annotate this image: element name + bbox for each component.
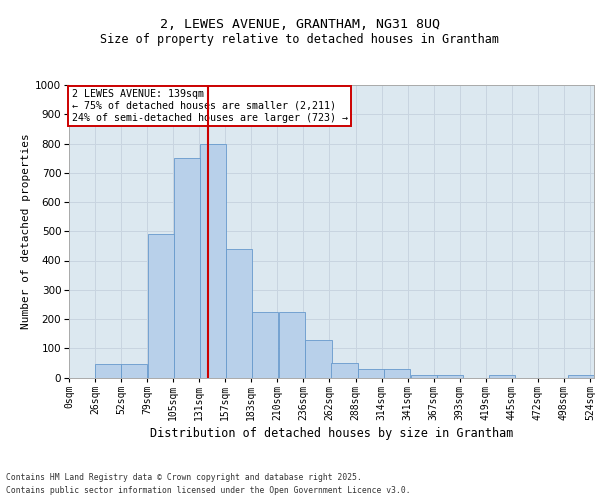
Bar	[383, 370, 410, 378]
Text: Size of property relative to detached houses in Grantham: Size of property relative to detached ho…	[101, 32, 499, 46]
Bar	[331, 363, 358, 378]
Bar	[489, 375, 515, 378]
Bar	[410, 374, 437, 378]
Bar	[358, 370, 383, 378]
Text: 2, LEWES AVENUE, GRANTHAM, NG31 8UQ: 2, LEWES AVENUE, GRANTHAM, NG31 8UQ	[160, 18, 440, 30]
Bar	[437, 374, 463, 378]
X-axis label: Distribution of detached houses by size in Grantham: Distribution of detached houses by size …	[150, 426, 513, 440]
Bar	[121, 364, 147, 378]
Bar	[95, 364, 121, 378]
Bar	[280, 312, 305, 378]
Bar	[305, 340, 331, 378]
Y-axis label: Number of detached properties: Number of detached properties	[21, 134, 31, 329]
Bar	[226, 249, 253, 378]
Text: Contains public sector information licensed under the Open Government Licence v3: Contains public sector information licen…	[6, 486, 410, 495]
Text: Contains HM Land Registry data © Crown copyright and database right 2025.: Contains HM Land Registry data © Crown c…	[6, 472, 362, 482]
Bar	[148, 234, 174, 378]
Text: 2 LEWES AVENUE: 139sqm
← 75% of detached houses are smaller (2,211)
24% of semi-: 2 LEWES AVENUE: 139sqm ← 75% of detached…	[71, 90, 347, 122]
Bar	[200, 144, 226, 378]
Bar	[253, 312, 278, 378]
Bar	[568, 375, 594, 378]
Bar	[174, 158, 200, 378]
